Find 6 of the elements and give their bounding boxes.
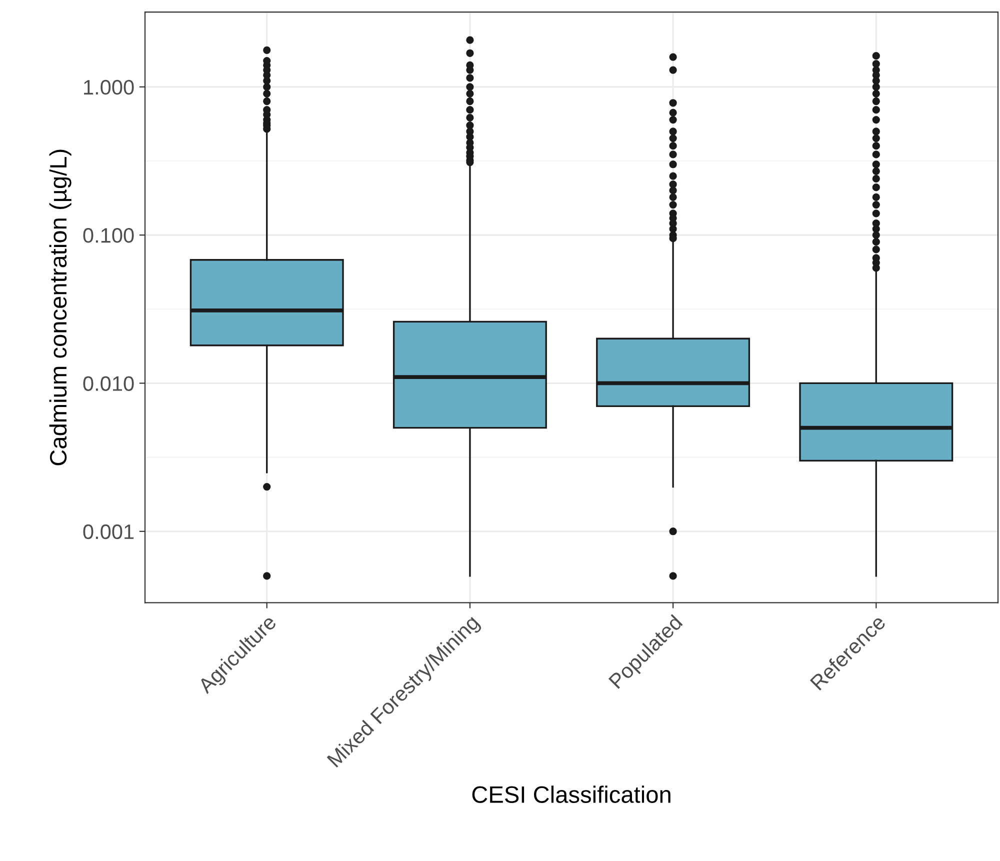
y-tick-label: 0.100: [83, 228, 134, 243]
y-tick-label: 1.000: [84, 80, 134, 95]
y-axis-title: Cadmium concentration (µg/L): [49, 150, 72, 466]
x-axis-title: CESI Classification: [472, 786, 670, 803]
y-tick-label: 0.001: [83, 524, 134, 540]
y-tick-label: 0.010: [83, 376, 134, 391]
